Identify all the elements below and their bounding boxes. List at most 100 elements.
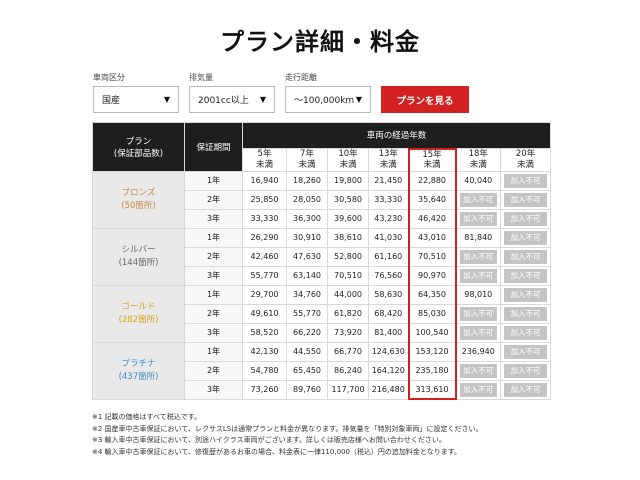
- footnotes: ※1 記載の価格はすべて税込です。 ※2 国産車中古車保証において、レクサスLS…: [92, 412, 483, 458]
- year-column-header: 18年 未満: [455, 148, 501, 172]
- table-row: プラチナ (437箇所) 1年 42,130 44,550 66,770 124,630 15…: [92, 341, 552, 400]
- table-row: 3年 73,260 89,760 117,700 216,480 313,610 加入不可加…: [93, 379, 552, 401]
- price-cell: 19,800: [327, 170, 369, 191]
- price-cell: 85,030: [407, 303, 457, 324]
- price-cell: 61,160: [368, 246, 409, 267]
- year-column-header: 7年 未満: [286, 148, 328, 172]
- unavailable-badge: 加入不可: [504, 344, 548, 359]
- unavailable-cell: 加入不可: [499, 284, 552, 305]
- price-cell: 236,940: [455, 341, 501, 362]
- price-cell: 58,630: [368, 284, 409, 305]
- plan-parts-count: (437箇所): [118, 371, 159, 382]
- price-cell: 33,330: [242, 208, 287, 229]
- price-cell: 66,770: [327, 341, 369, 362]
- price-cell: 61,820: [327, 303, 369, 324]
- price-cell: 30,910: [286, 227, 328, 248]
- period-cell: 1年: [184, 170, 243, 191]
- table-row: 3年 58,520 66,220 73,920 81,400 100,540 加入不可 加入不…: [93, 322, 552, 343]
- vehicle-type-select[interactable]: 国産 ▼: [93, 86, 179, 113]
- unavailable-badge: 加入不可: [459, 306, 497, 321]
- unavailable-cell: 加入不可: [499, 322, 552, 343]
- page-title: プラン詳細・料金: [220, 28, 420, 56]
- price-cell: 39,600: [327, 208, 369, 229]
- plan-header: プラン (保証部品数): [92, 122, 185, 172]
- chevron-down-icon: ▼: [259, 95, 266, 104]
- year-column-label: 10年: [338, 149, 358, 160]
- unavailable-badge: 加入不可: [504, 230, 548, 245]
- price-cell: 100,540: [407, 322, 457, 343]
- price-cell: 43,010: [407, 227, 457, 248]
- year-column-sublabel: 未満: [379, 159, 397, 170]
- year-column-sublabel: 未満: [423, 160, 441, 171]
- unavailable-badge: 加入不可: [459, 192, 497, 207]
- year-column-sublabel: 未満: [469, 159, 487, 170]
- unavailable-cell: 加入不可: [499, 208, 552, 229]
- price-cell: 42,130: [242, 341, 287, 362]
- table-row: シルバー (144箇所) 1年 26,290 30,910 38,610 41,030 43,…: [92, 227, 552, 286]
- unavailable-badge: 加入不可: [504, 211, 548, 226]
- period-cell: 2年: [184, 303, 243, 324]
- price-table: プラン (保証部品数) 保証期間 車両の経過年数 5年 未満 7年 未満 10年 未満 13…: [92, 122, 552, 401]
- plan-name: ブロンズ: [121, 188, 156, 198]
- unavailable-cell: 加入不可: [499, 265, 552, 286]
- vehicle-type-label: 車両区分: [93, 73, 125, 82]
- price-cell: 98,010: [455, 284, 501, 305]
- year-column-sublabel: 未満: [517, 159, 535, 170]
- price-cell: 16,940: [242, 170, 287, 191]
- chevron-down-icon: ▼: [355, 95, 362, 104]
- displacement-value: 2001cc以上: [198, 96, 249, 106]
- price-cell: 81,400: [368, 322, 409, 343]
- table-row: 3年 55,770 63,140 70,510 76,560 90,970 加入不可 加入不可: [93, 265, 552, 286]
- price-cell: 86,240: [327, 360, 369, 381]
- mileage-select[interactable]: ～100,000km ▼: [285, 86, 371, 113]
- chevron-down-icon: ▼: [163, 95, 170, 104]
- plan-name: プラチナ: [121, 359, 156, 369]
- unavailable-badge: 加入不可: [504, 363, 548, 378]
- price-cell: 44,550: [286, 341, 328, 362]
- price-cell: 41,030: [368, 227, 409, 248]
- mileage-value: ～100,000km: [294, 96, 355, 106]
- footnote: ※3 輸入車中古車保証において、別途ハイクラス車両がございます。詳しくは販売店様…: [92, 436, 446, 444]
- period-cell: 1年: [184, 341, 243, 362]
- unavailable-badge: 加入不可: [504, 306, 548, 321]
- unavailable-badge: 加入不可: [459, 211, 497, 226]
- price-cell: 36,300: [286, 208, 328, 229]
- filter-bar: 車両区分 国産 ▼ 排気量 2001cc以上 ▼ 走行距離 ～100,000km…: [93, 72, 469, 113]
- displacement-select[interactable]: 2001cc以上 ▼: [189, 86, 275, 113]
- vehicle-type-filter: 車両区分 国産 ▼: [93, 72, 179, 113]
- table-row: ゴールド (282箇所) 1年 29,700 34,760 44,000 58,630 64,…: [92, 284, 552, 343]
- period-cell: 3年: [184, 208, 243, 229]
- footnote: ※4 輸入車中古車保証において、修復歴があるお車の場合、料金表に一律110,00…: [92, 447, 462, 456]
- view-plan-button[interactable]: プランを見る: [381, 86, 469, 113]
- unavailable-cell: 加入不可: [455, 303, 501, 324]
- price-cell: 29,700: [242, 284, 287, 305]
- year-column-header: 10年 未満: [327, 148, 369, 172]
- price-cell: 89,760: [286, 379, 328, 400]
- price-cell: 66,220: [286, 322, 328, 343]
- price-cell: 28,050: [286, 189, 328, 210]
- price-cell: 63,140: [286, 265, 328, 286]
- price-cell: 216,480: [368, 379, 409, 400]
- unavailable-cell: 加入不可: [499, 170, 552, 191]
- elapsed-years-header: 車両の経過年数: [241, 122, 552, 149]
- unavailable-cell: 加入不可: [455, 360, 501, 381]
- price-cell: 76,560: [368, 265, 409, 286]
- price-cell: 164,120: [368, 360, 409, 381]
- plan-cell: ゴールド (282箇所): [92, 284, 185, 343]
- unavailable-cell: 加入不可: [499, 360, 552, 381]
- plan-parts-count: (144箇所): [118, 257, 159, 268]
- period-cell: 3年: [184, 322, 243, 343]
- price-cell: 73,920: [327, 322, 369, 343]
- price-cell: 33,330: [368, 189, 409, 210]
- unavailable-cell: 加入不可: [499, 227, 552, 248]
- year-column-header: 13年 未満: [368, 148, 409, 172]
- plan-name: シルバー: [121, 245, 156, 255]
- unavailable-cell: 加入不可: [499, 189, 552, 210]
- price-cell: 90,970: [407, 265, 457, 286]
- plan-cell: ブロンズ (50箇所): [92, 170, 185, 229]
- price-cell: 64,350: [407, 284, 457, 305]
- period-cell: 2年: [184, 246, 243, 267]
- unavailable-badge: 加入不可: [459, 249, 497, 264]
- price-cell: 117,700: [327, 379, 369, 400]
- mileage-label: 走行距離: [285, 73, 317, 82]
